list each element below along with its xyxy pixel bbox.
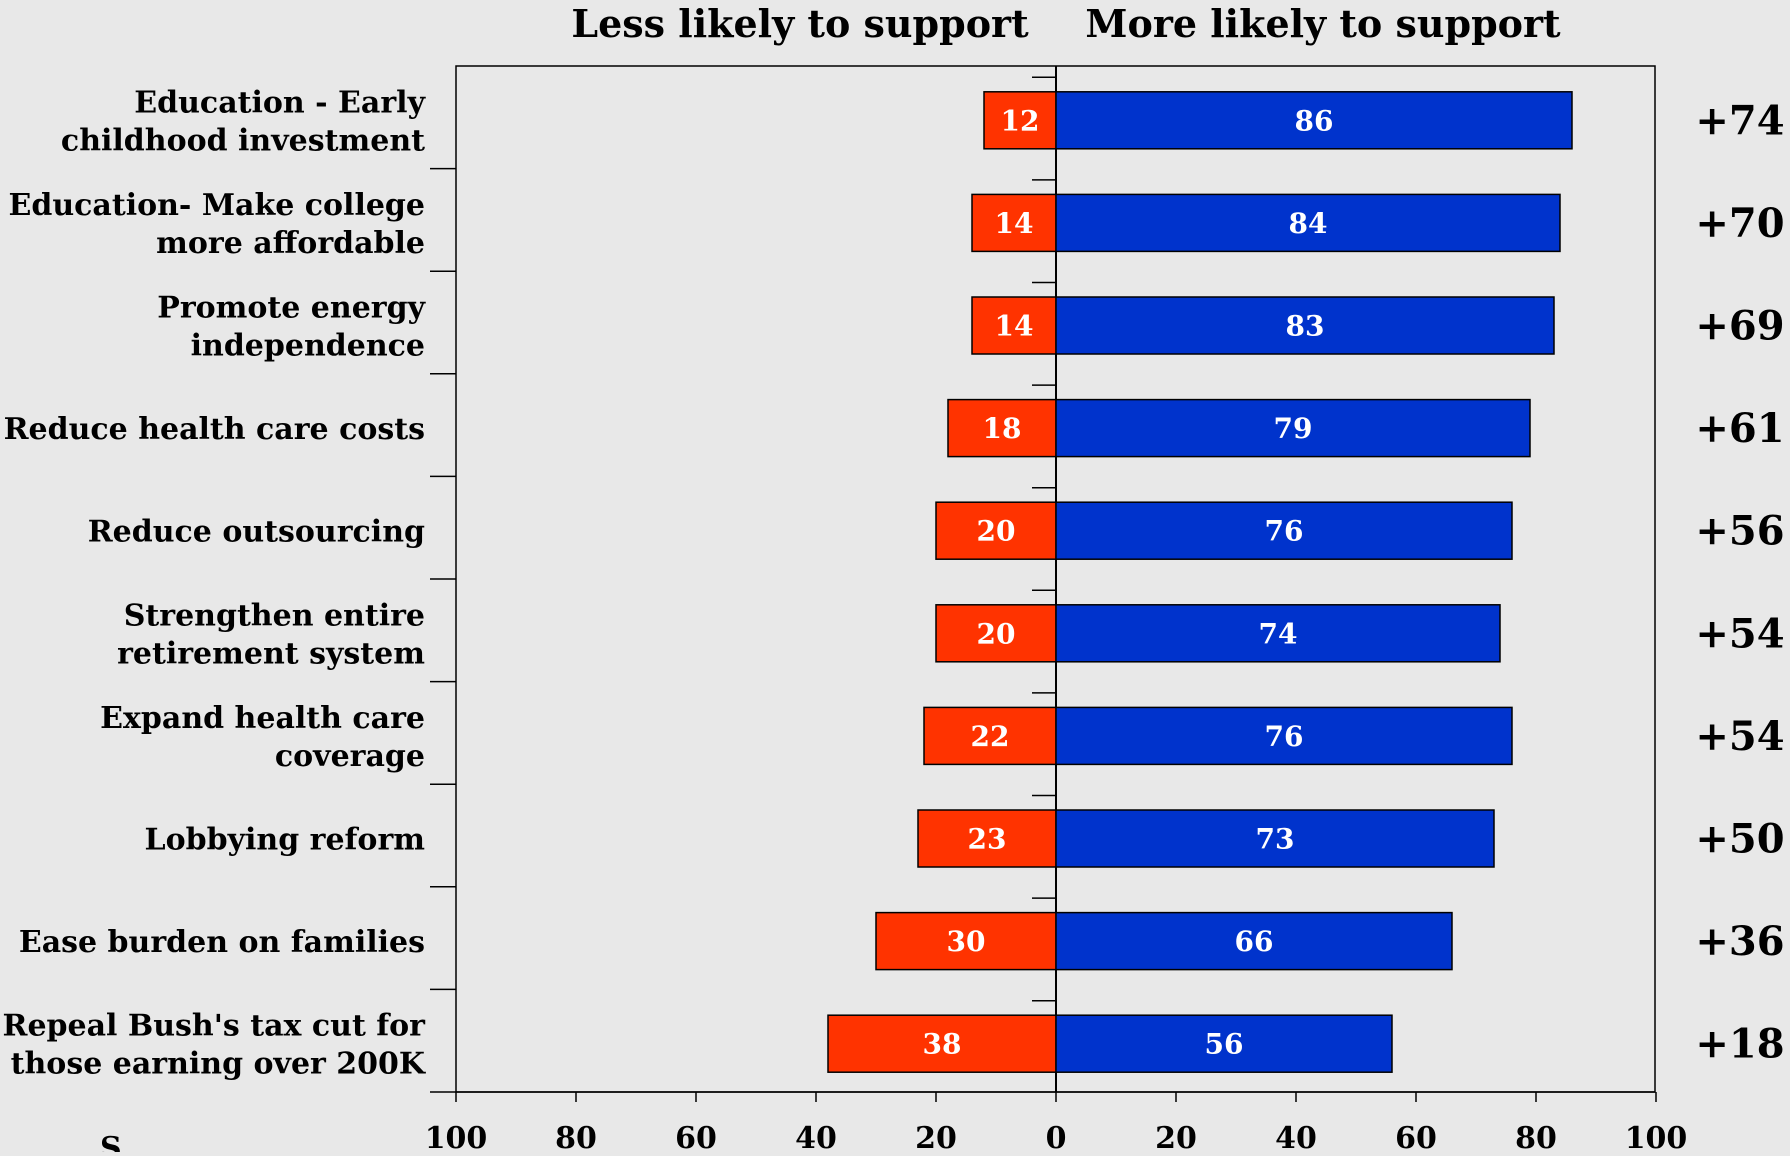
net-difference-label: +18 [1695, 1021, 1784, 1068]
x-tick-label: 80 [555, 1121, 597, 1152]
bar-label-more-likely: 86 [1295, 104, 1334, 137]
bar-more-likely [1055, 706, 1513, 766]
net-difference-label: +69 [1695, 303, 1784, 350]
x-tick-label: 60 [675, 1121, 717, 1152]
category-label: childhood investment [61, 123, 425, 158]
bar-label-more-likely: 83 [1286, 310, 1325, 343]
bar-label-less-likely: 30 [947, 925, 986, 958]
bar-label-less-likely: 23 [968, 823, 1007, 856]
bar-more-likely [1055, 604, 1501, 663]
net-difference-label: +54 [1695, 610, 1784, 657]
header-more-likely: More likely to support [1085, 1, 1561, 46]
bar-label-less-likely: 12 [1001, 104, 1040, 137]
bar-label-more-likely: 84 [1289, 207, 1328, 240]
bar-label-less-likely: 38 [923, 1028, 962, 1061]
bar-label-less-likely: 14 [995, 310, 1034, 343]
category-label: those earning over 200K [11, 1047, 426, 1082]
bar-label-more-likely: 74 [1259, 617, 1298, 650]
x-tick-label: 40 [795, 1121, 837, 1152]
bar-label-less-likely: 18 [983, 412, 1022, 445]
category-label: coverage [275, 739, 425, 774]
bar-label-more-likely: 76 [1265, 515, 1304, 548]
x-tick-label: 100 [1625, 1121, 1688, 1152]
bar-less-likely [923, 706, 1057, 766]
x-tick-label: 100 [425, 1121, 488, 1152]
x-tick-label: 80 [1515, 1121, 1557, 1152]
category-label: Reduce outsourcing [88, 515, 425, 550]
bar-label-more-likely: 79 [1274, 412, 1313, 445]
header-less-likely: Less likely to support [571, 1, 1029, 46]
bar-more-likely [1055, 398, 1531, 458]
bar-label-more-likely: 76 [1265, 720, 1304, 753]
category-label: independence [191, 329, 425, 364]
category-label: Promote energy [157, 291, 426, 326]
bar-more-likely [1055, 296, 1555, 355]
category-label: Expand health care [100, 701, 425, 736]
bottom-left-fragment: S [100, 1131, 122, 1152]
net-difference-label: +74 [1695, 97, 1784, 144]
net-difference-label: +50 [1695, 816, 1784, 863]
bar-more-likely [1055, 501, 1513, 560]
bar-more-likely [1055, 911, 1453, 971]
bar-label-less-likely: 22 [971, 720, 1010, 753]
bar-label-more-likely: 56 [1205, 1028, 1244, 1061]
bar-more-likely [1055, 1014, 1393, 1073]
net-difference-label: +36 [1695, 918, 1784, 965]
bar-label-less-likely: 20 [977, 617, 1016, 650]
category-label: Education- Make college [8, 188, 425, 223]
category-label: Lobbying reform [145, 823, 426, 858]
x-tick-label: 40 [1275, 1121, 1317, 1152]
net-difference-label: +54 [1695, 713, 1784, 760]
x-tick-label: 20 [1155, 1121, 1197, 1152]
bar-more-likely [1055, 809, 1495, 868]
bar-more-likely [1055, 193, 1561, 253]
category-label: more affordable [156, 226, 425, 261]
bar-more-likely [1055, 91, 1573, 150]
bar-less-likely [971, 296, 1057, 355]
bar-label-less-likely: 14 [995, 207, 1034, 240]
category-label: retirement system [117, 636, 425, 671]
x-tick-label: 20 [915, 1121, 957, 1152]
category-label: Strengthen entire [124, 598, 425, 633]
bar-less-likely [983, 91, 1057, 150]
x-tick-label: 0 [1046, 1121, 1067, 1152]
category-label: Reduce health care costs [4, 412, 425, 447]
net-difference-label: +70 [1695, 200, 1784, 247]
category-label: Repeal Bush's tax cut for [3, 1009, 427, 1044]
net-difference-label: +56 [1695, 508, 1784, 555]
bar-label-more-likely: 66 [1235, 925, 1274, 958]
bar-less-likely [875, 911, 1057, 971]
bar-label-more-likely: 73 [1256, 823, 1295, 856]
x-tick-label: 60 [1395, 1121, 1437, 1152]
net-difference-label: +61 [1695, 405, 1784, 452]
category-label: Ease burden on families [19, 925, 425, 960]
category-label: Education - Early [134, 85, 426, 120]
bar-less-likely [917, 809, 1057, 868]
bar-label-less-likely: 20 [977, 515, 1016, 548]
